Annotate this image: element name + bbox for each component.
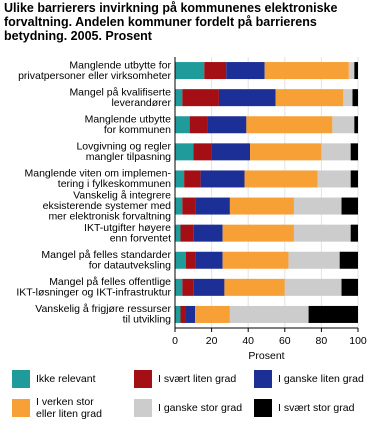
bar-segment	[175, 143, 194, 161]
y-tick-label: Manglende utbytte for privatpersoner elle…	[18, 59, 171, 82]
bar-segment	[350, 170, 358, 188]
bar-segment	[350, 224, 358, 242]
legend-label: I svært stor grad	[278, 402, 355, 414]
bar-segment	[275, 89, 344, 107]
legend-swatch	[134, 370, 152, 388]
bar-segment	[246, 116, 333, 134]
bar-segment	[180, 305, 186, 323]
x-tick-label: 80	[316, 335, 328, 347]
bar-segment	[350, 143, 358, 161]
y-tick-label: Vanskelig å integrere eksisterende system…	[43, 189, 172, 222]
bar-segment	[222, 251, 289, 269]
bar-segment	[352, 89, 358, 107]
bar-segment	[204, 62, 227, 80]
legend-label: Ikke relevant	[36, 373, 96, 385]
y-tick-label: Lovgivning og regler mangler tilpasning	[76, 140, 171, 163]
bar-segment	[182, 197, 196, 215]
bar-segment	[184, 170, 201, 188]
bar-segment	[218, 89, 276, 107]
bar-segment	[222, 224, 294, 242]
bar-segment	[175, 116, 190, 134]
legend-swatch	[134, 399, 152, 417]
bar-segment	[250, 143, 322, 161]
bar-segment	[293, 224, 351, 242]
bar-segment	[175, 278, 183, 296]
bar-segment	[341, 278, 358, 296]
bar-segment	[182, 89, 219, 107]
bar-segment	[244, 170, 318, 188]
bar-segment	[284, 278, 342, 296]
legend-swatch	[254, 370, 272, 388]
legend-swatch	[12, 370, 30, 388]
bar-segment	[200, 170, 245, 188]
bar-segment	[341, 197, 358, 215]
bar-segment	[182, 278, 194, 296]
x-axis-label: Prosent	[248, 350, 284, 362]
bar-segment	[321, 143, 351, 161]
legend-swatch	[254, 399, 272, 417]
bar-segment	[288, 251, 340, 269]
legend-label: I verken stor eller liten grad	[36, 396, 102, 420]
bar-segment	[175, 170, 185, 188]
bar-segment	[224, 278, 285, 296]
legend-label: I ganske liten grad	[278, 373, 364, 385]
bar-segment	[175, 89, 183, 107]
bar-segment	[293, 197, 342, 215]
legend-label: I svært liten grad	[158, 373, 236, 385]
bar-segment	[348, 62, 355, 80]
bar-segment	[175, 305, 181, 323]
y-tick-label: Manglende utbytte for kommunen	[85, 113, 172, 136]
bar-segment	[195, 305, 230, 323]
bar-segment	[229, 197, 294, 215]
bar-segment	[195, 251, 223, 269]
bar-segment	[180, 224, 194, 242]
bar-segment	[175, 62, 205, 80]
y-tick-label: IKT-utgifter høyere enn forventet	[84, 222, 171, 245]
y-tick-label: Mangel på felles offentlige IKT-løsninger…	[16, 276, 171, 299]
x-tick-label: 100	[349, 335, 367, 347]
bar-segment	[207, 116, 247, 134]
bar-segment	[193, 224, 223, 242]
x-tick-label: 20	[206, 335, 218, 347]
bar-segment	[175, 224, 181, 242]
bar-segment	[264, 62, 349, 80]
bar-segment	[189, 116, 208, 134]
bar-segment	[193, 143, 212, 161]
bar-segment	[185, 305, 196, 323]
bar-segment	[354, 116, 358, 134]
bar-segment	[175, 197, 183, 215]
bar-segment	[308, 305, 358, 323]
bar-segment	[193, 278, 225, 296]
y-tick-label: Mangel på felles standarder for datautvek…	[41, 249, 171, 272]
bar-segment	[195, 197, 230, 215]
legend-label: I ganske stor grad	[158, 402, 242, 414]
bar-segment	[211, 143, 251, 161]
bar-segment	[339, 251, 358, 269]
bar-segment	[343, 89, 353, 107]
bar-segment	[175, 251, 186, 269]
x-tick-label: 40	[242, 335, 254, 347]
y-tick-label: Manglende viten om implemen-tering i fyl…	[25, 167, 172, 190]
bar-segment	[354, 62, 358, 80]
bar-segment	[229, 305, 309, 323]
y-tick-label: Mangel på kvalifiserte leverandører	[69, 86, 171, 109]
y-tick-label: Vanskelig å frigjøre ressurser til utvikl…	[35, 303, 171, 326]
bar-segment	[332, 116, 355, 134]
legend-swatch	[12, 399, 30, 417]
bar-segment	[226, 62, 265, 80]
x-tick-label: 60	[279, 335, 291, 347]
chart-title: Ulike barrierers invirkning på kommunene…	[4, 1, 338, 43]
x-tick-label: 0	[172, 335, 178, 347]
bar-segment	[185, 251, 196, 269]
bar-segment	[317, 170, 351, 188]
